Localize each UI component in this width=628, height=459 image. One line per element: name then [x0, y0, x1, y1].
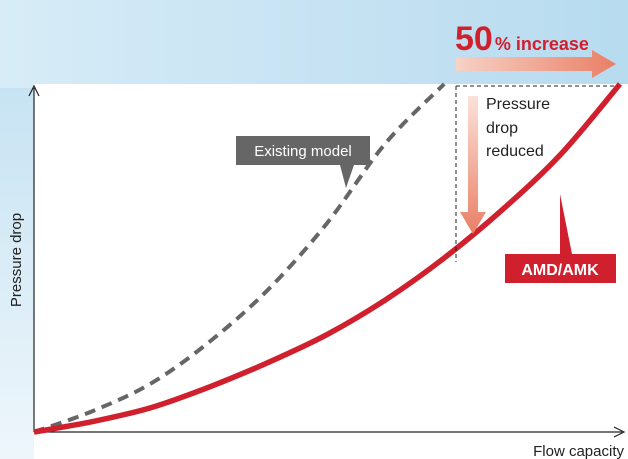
series-amd-amk-line: [33, 82, 623, 435]
x-axis-label: Flow capacity: [533, 443, 624, 459]
increase-number: 50: [455, 20, 493, 58]
amd-callout-pointer: [560, 194, 572, 254]
x-axis-arrowhead: [613, 426, 626, 438]
y-axis-arrowhead: [28, 84, 40, 97]
existing-model-callout-pointer: [340, 165, 354, 188]
sky-background: [0, 0, 628, 88]
pressure-reduced-arrow: [460, 96, 486, 234]
pressure-label-line-2: drop: [486, 120, 518, 137]
pressure-label-line-1: Pressure: [486, 96, 550, 113]
amd-amk-label: AMD/AMK: [521, 262, 599, 279]
existing-model-label: Existing model: [254, 143, 352, 160]
increase-arrow: [456, 50, 616, 78]
increase-label: 50% increase: [455, 20, 589, 58]
series-existing-model-line: [33, 82, 446, 434]
y-axis-label: Pressure drop: [8, 213, 25, 307]
existing-model-callout-box: [236, 136, 370, 165]
pressure-reduced-label: Pressure drop reduced: [486, 96, 554, 160]
amd-callout-box: [505, 254, 616, 283]
left-strip: [0, 88, 34, 459]
increase-text: % increase: [495, 34, 589, 54]
pressure-label-line-3: reduced: [486, 143, 544, 160]
